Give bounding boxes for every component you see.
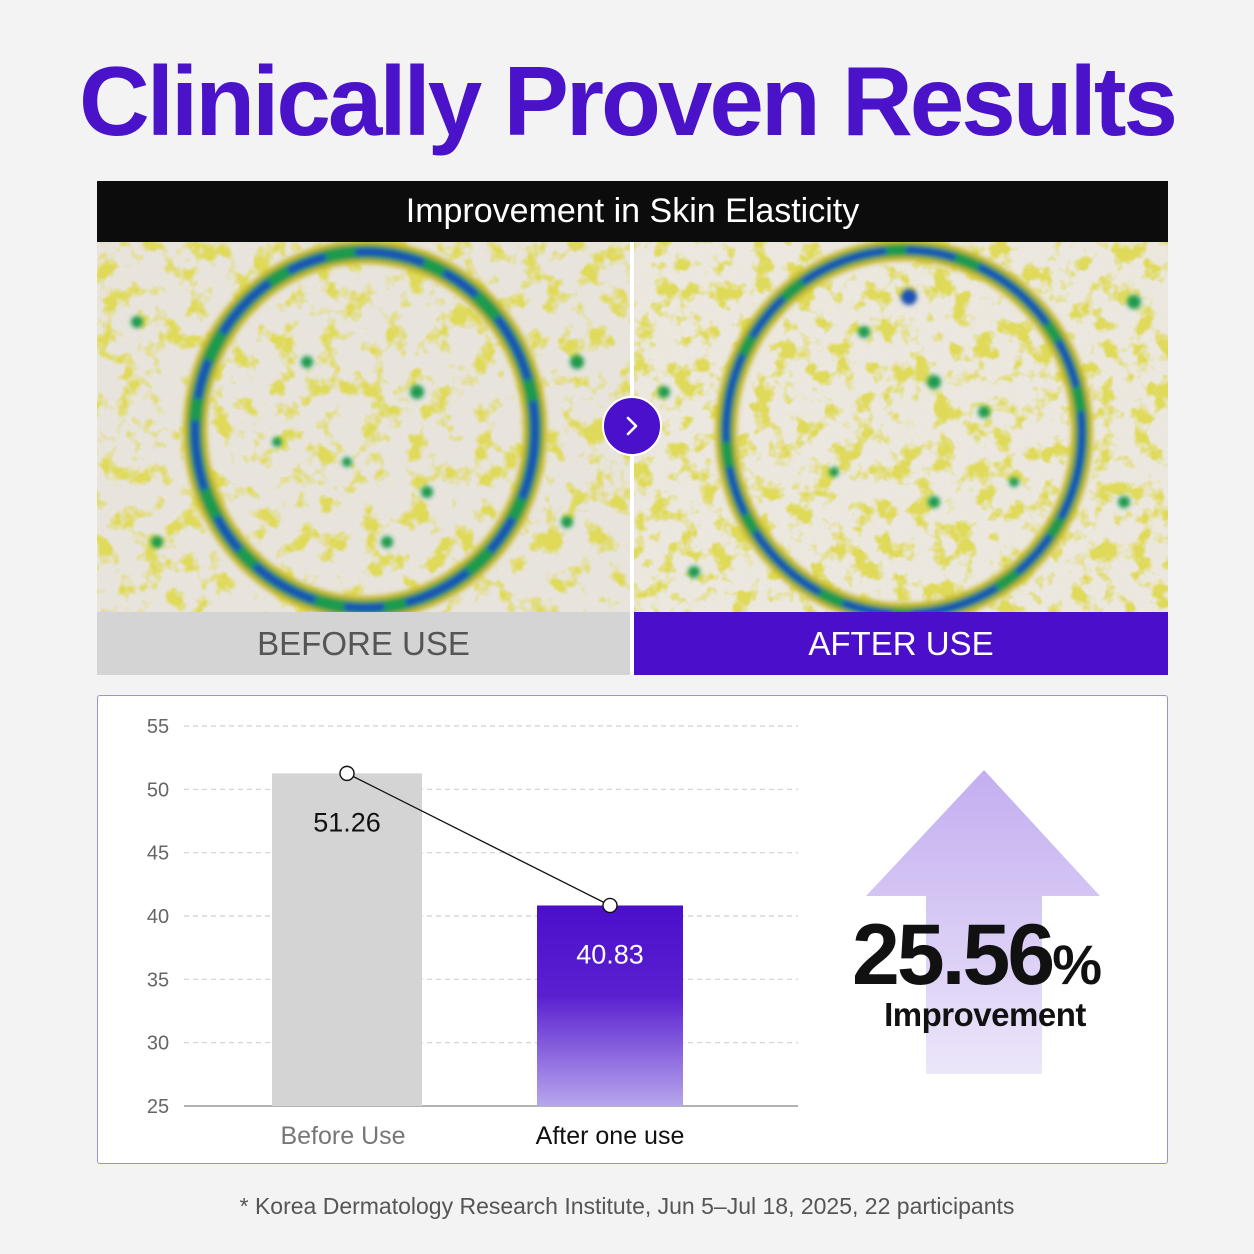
bar-value-label: 40.83 [576, 939, 644, 969]
trend-point [339, 765, 355, 782]
page-title: Clinically Proven Results [79, 46, 1178, 156]
trend-line [346, 772, 611, 907]
compare-arrow-badge [602, 396, 662, 456]
image-divider [630, 242, 634, 675]
chevron-right-icon [626, 416, 638, 436]
y-tick-label: 55 [147, 716, 169, 738]
improvement-percentage: 25.56% [852, 912, 1152, 998]
improvement-value: 25.56 [852, 907, 1055, 1003]
trend-point [602, 897, 618, 914]
y-tick-label: 40 [147, 906, 169, 928]
panel-title: Improvement in Skin Elasticity [97, 181, 1168, 242]
y-tick-label: 35 [147, 969, 169, 991]
x-category-label: After one use [536, 1122, 685, 1150]
y-tick-label: 50 [147, 779, 169, 801]
y-tick-label: 25 [147, 1096, 169, 1118]
bar-after-one-use [537, 905, 683, 1106]
improvement-label: Improvement [884, 996, 1086, 1033]
y-tick-label: 45 [147, 843, 169, 865]
bar-before-use [272, 773, 422, 1106]
bar-value-label: 51.26 [313, 807, 381, 837]
before-use-label: BEFORE USE [97, 612, 630, 675]
after-use-label: AFTER USE [634, 612, 1168, 675]
after-skin-image [634, 242, 1168, 612]
y-tick-label: 30 [147, 1033, 169, 1055]
footnote: * Korea Dermatology Research Institute, … [239, 1193, 1015, 1219]
arrow-up-icon [866, 770, 1100, 1074]
x-category-label: Before Use [280, 1122, 405, 1150]
improvement-unit: % [1052, 933, 1103, 996]
before-skin-image [97, 242, 630, 612]
